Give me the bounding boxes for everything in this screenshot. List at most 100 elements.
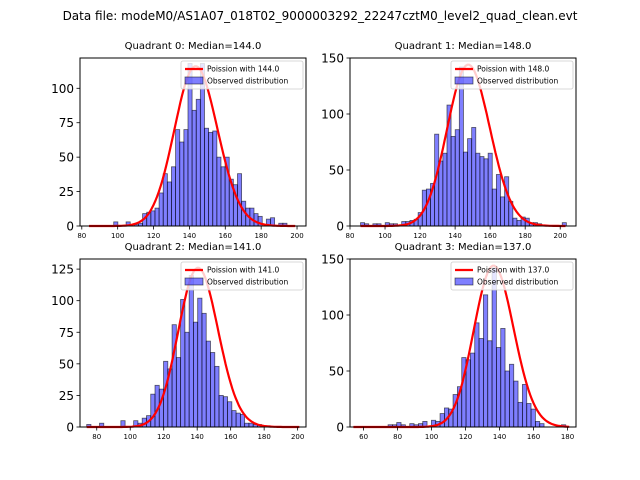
- histogram-bar: [467, 138, 473, 227]
- histogram-bar: [204, 127, 210, 227]
- axes-frame: [349, 57, 577, 227]
- histogram-bar: [475, 152, 481, 227]
- legend-label-poisson: Poission with 141.0: [207, 266, 280, 275]
- x-tick-label: 120: [459, 433, 472, 441]
- y-tick-label: 25: [59, 389, 74, 403]
- legend-label-observed: Observed distribution: [477, 77, 558, 86]
- y-tick-label: 50: [329, 164, 344, 178]
- histogram-bar: [483, 158, 489, 227]
- legend-label-poisson: Poission with 148.0: [477, 65, 550, 74]
- subplot-quadrant-1: Quadrant 1: Median=148.0 0 50 100 150 80 100 12…: [321, 41, 577, 240]
- x-tick-label: 60: [359, 433, 368, 441]
- histogram-bar: [526, 403, 532, 428]
- histogram-bar: [179, 141, 185, 227]
- y-tick-label: 50: [59, 151, 74, 165]
- histogram-bar: [479, 156, 485, 227]
- subplot-quadrant-2: Quadrant 2: Median=141.0 0 25 50 75 100 125 80 1…: [51, 242, 307, 441]
- histogram-bar: [183, 129, 189, 227]
- histogram-bar: [212, 130, 218, 227]
- histogram-bar: [504, 370, 510, 428]
- y-tick-label: 150: [321, 52, 344, 66]
- subplot-title: Quadrant 3: Median=137.0: [395, 242, 532, 253]
- histogram-bar: [487, 152, 493, 227]
- x-tick-label: 180: [561, 433, 574, 441]
- y-tick-label: 75: [59, 326, 74, 340]
- x-tick-label: 120: [147, 232, 160, 240]
- histogram-bar: [534, 420, 541, 428]
- histogram-bar: [227, 401, 233, 428]
- histogram-bar: [513, 380, 519, 428]
- histogram-bar: [495, 174, 501, 227]
- histogram-bar: [458, 66, 464, 227]
- legend-label-poisson: Poission with 144.0: [207, 65, 280, 74]
- x-tick-label: 160: [483, 232, 496, 240]
- histogram-bar: [175, 129, 181, 227]
- legend-label-observed: Observed distribution: [477, 278, 558, 287]
- histogram-bar: [530, 408, 536, 428]
- histogram-bar: [474, 322, 480, 428]
- figure-suptitle: Data file: modeM0/AS1A07_018T02_90000032…: [62, 9, 578, 23]
- histogram-bar: [195, 98, 201, 227]
- histogram-bar: [216, 156, 222, 227]
- x-tick-label: 100: [425, 433, 438, 441]
- histogram-bar: [231, 410, 237, 428]
- x-tick-label: 160: [527, 433, 540, 441]
- histogram-bar: [193, 321, 199, 428]
- legend: Poission with 137.0 Observed distribution: [450, 261, 574, 291]
- x-tick-label: 200: [291, 433, 304, 441]
- legend-label-poisson: Poission with 137.0: [477, 266, 550, 275]
- y-tick-label: 150: [321, 253, 344, 267]
- x-tick-label: 140: [190, 433, 203, 441]
- axes-frame: [79, 258, 307, 428]
- x-tick-label: 140: [493, 433, 506, 441]
- x-tick-label: 120: [157, 433, 170, 441]
- legend-box: [180, 60, 304, 90]
- histogram-bar: [210, 352, 216, 428]
- histogram-bar: [191, 109, 197, 227]
- histogram-bar: [465, 359, 471, 428]
- legend-bar-swatch: [184, 277, 204, 286]
- x-tick-label: 180: [254, 232, 267, 240]
- legend-box: [450, 261, 574, 291]
- histogram-bar: [491, 267, 497, 428]
- histogram-bar: [482, 294, 489, 428]
- histogram-bar: [454, 129, 460, 227]
- histogram-bar: [517, 401, 523, 428]
- y-tick-label: 0: [336, 421, 344, 435]
- y-tick-label: 50: [329, 365, 344, 379]
- histogram-bar: [220, 166, 226, 227]
- x-tick-label: 200: [554, 232, 567, 240]
- histogram-bar: [248, 422, 254, 428]
- histogram-bar: [214, 365, 220, 428]
- subplot-title: Quadrant 0: Median=144.0: [125, 41, 262, 52]
- x-tick-label: 160: [224, 433, 237, 441]
- histogram-bar: [222, 396, 228, 428]
- x-tick-label: 80: [393, 433, 402, 441]
- histogram-bar: [175, 357, 182, 428]
- legend: Poission with 141.0 Observed distribution: [180, 261, 304, 291]
- histogram-bar: [438, 160, 444, 227]
- histogram-bar: [539, 423, 545, 428]
- histogram-bar: [205, 340, 211, 428]
- legend-bar-swatch: [184, 76, 204, 85]
- x-tick-label: 120: [413, 232, 426, 240]
- axes-frame: [79, 57, 307, 227]
- legend: Poission with 144.0 Observed distribution: [180, 60, 304, 90]
- y-tick-label: 50: [59, 357, 74, 371]
- legend-box: [180, 261, 304, 291]
- y-tick-label: 0: [66, 220, 74, 234]
- subplot-title: Quadrant 1: Median=148.0: [395, 41, 532, 52]
- histogram-bar: [512, 217, 518, 227]
- histogram-bar: [442, 152, 448, 227]
- legend-label-observed: Observed distribution: [207, 278, 288, 287]
- histogram-bar: [491, 188, 497, 227]
- histogram-bar: [508, 363, 515, 428]
- histogram-bar: [463, 151, 468, 227]
- histogram-bar: [162, 173, 168, 227]
- histogram-bar: [166, 181, 172, 227]
- x-tick-label: 140: [183, 232, 196, 240]
- x-tick-label: 80: [92, 433, 101, 441]
- histogram-bar: [158, 192, 164, 227]
- histogram-bar: [253, 213, 259, 227]
